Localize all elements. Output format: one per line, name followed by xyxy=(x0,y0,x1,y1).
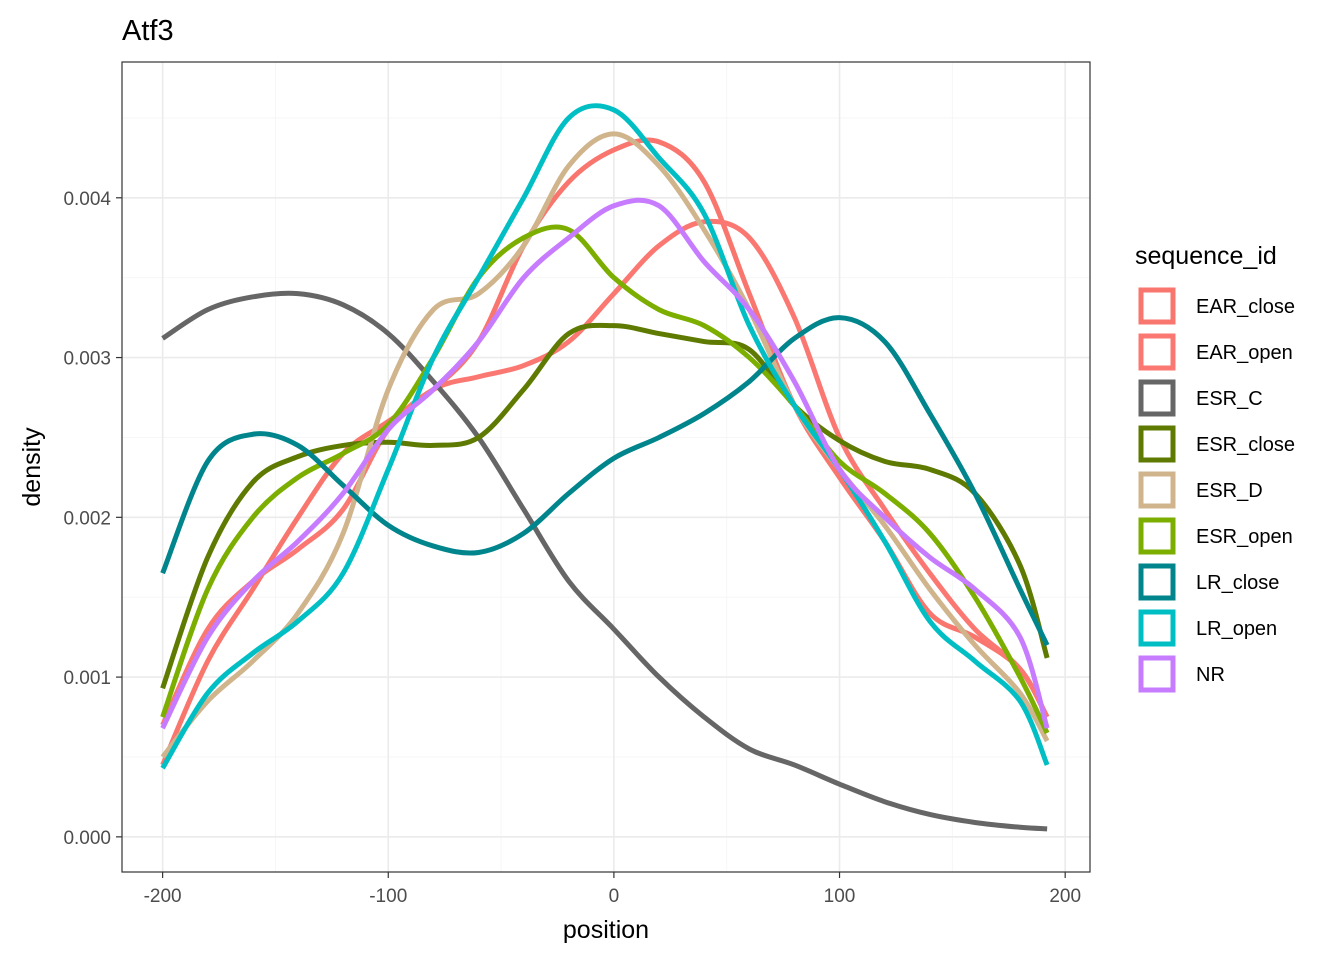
y-tick-label: 0.001 xyxy=(63,668,111,689)
series-line-esr-d xyxy=(160,131,1050,759)
x-tick-label: -200 xyxy=(144,886,182,907)
legend-label: ESR_D xyxy=(1196,480,1263,502)
x-tick-label: -100 xyxy=(369,886,407,907)
y-axis-title: density xyxy=(18,427,46,507)
legend-label: EAR_close xyxy=(1196,296,1295,318)
legend-key-ear-close xyxy=(1138,287,1176,325)
legend-label: EAR_open xyxy=(1196,342,1293,364)
legend-label: ESR_C xyxy=(1196,388,1263,410)
x-axis-tick-labels: -200 -100 0 100 200 xyxy=(144,886,1081,907)
series-line-ear-open xyxy=(160,218,1050,727)
legend-title: sequence_id xyxy=(1135,242,1277,270)
legend-label: ESR_close xyxy=(1196,434,1295,456)
y-axis-tick-labels: 0.000 0.001 0.002 0.003 0.004 xyxy=(63,189,111,849)
legend-key-esr-d xyxy=(1138,471,1176,509)
legend-key-lr-close xyxy=(1138,563,1176,601)
series-lines xyxy=(160,103,1050,832)
y-tick-label: 0.003 xyxy=(63,349,111,370)
legend-label: ESR_open xyxy=(1196,526,1293,548)
legend-key-esr-open xyxy=(1138,517,1176,555)
series-line-esr-c xyxy=(161,290,1048,832)
series-line-ear-close xyxy=(160,137,1050,766)
series-line-nr xyxy=(160,197,1050,730)
legend-key-esr-c xyxy=(1138,379,1176,417)
x-axis-title: position xyxy=(563,916,649,944)
chart-title: Atf3 xyxy=(122,15,174,47)
series-line-lr-open xyxy=(160,103,1050,770)
legend: sequence_id EAR_close EAR_open ESR_C ESR_cl… xyxy=(1135,242,1295,693)
legend-key-nr xyxy=(1138,655,1176,693)
x-tick-label: 100 xyxy=(824,886,856,907)
legend-label: NR xyxy=(1196,664,1225,686)
series-line-esr-close xyxy=(160,322,1050,690)
y-tick-label: 0.000 xyxy=(63,828,111,849)
y-tick-label: 0.002 xyxy=(63,508,111,529)
series-line-esr-open xyxy=(160,224,1050,735)
legend-key-ear-open xyxy=(1138,333,1176,371)
series-line-lr-close xyxy=(160,315,1050,647)
x-tick-label: 0 xyxy=(609,886,620,907)
legend-label: LR_close xyxy=(1196,572,1279,594)
y-tick-label: 0.004 xyxy=(63,189,111,210)
legend-key-esr-close xyxy=(1138,425,1176,463)
plot-panel-border xyxy=(121,61,1091,873)
axis-ticks xyxy=(116,197,1066,878)
legend-label: LR_open xyxy=(1196,618,1277,640)
legend-key-lr-open xyxy=(1138,609,1176,647)
x-tick-label: 200 xyxy=(1049,886,1081,907)
